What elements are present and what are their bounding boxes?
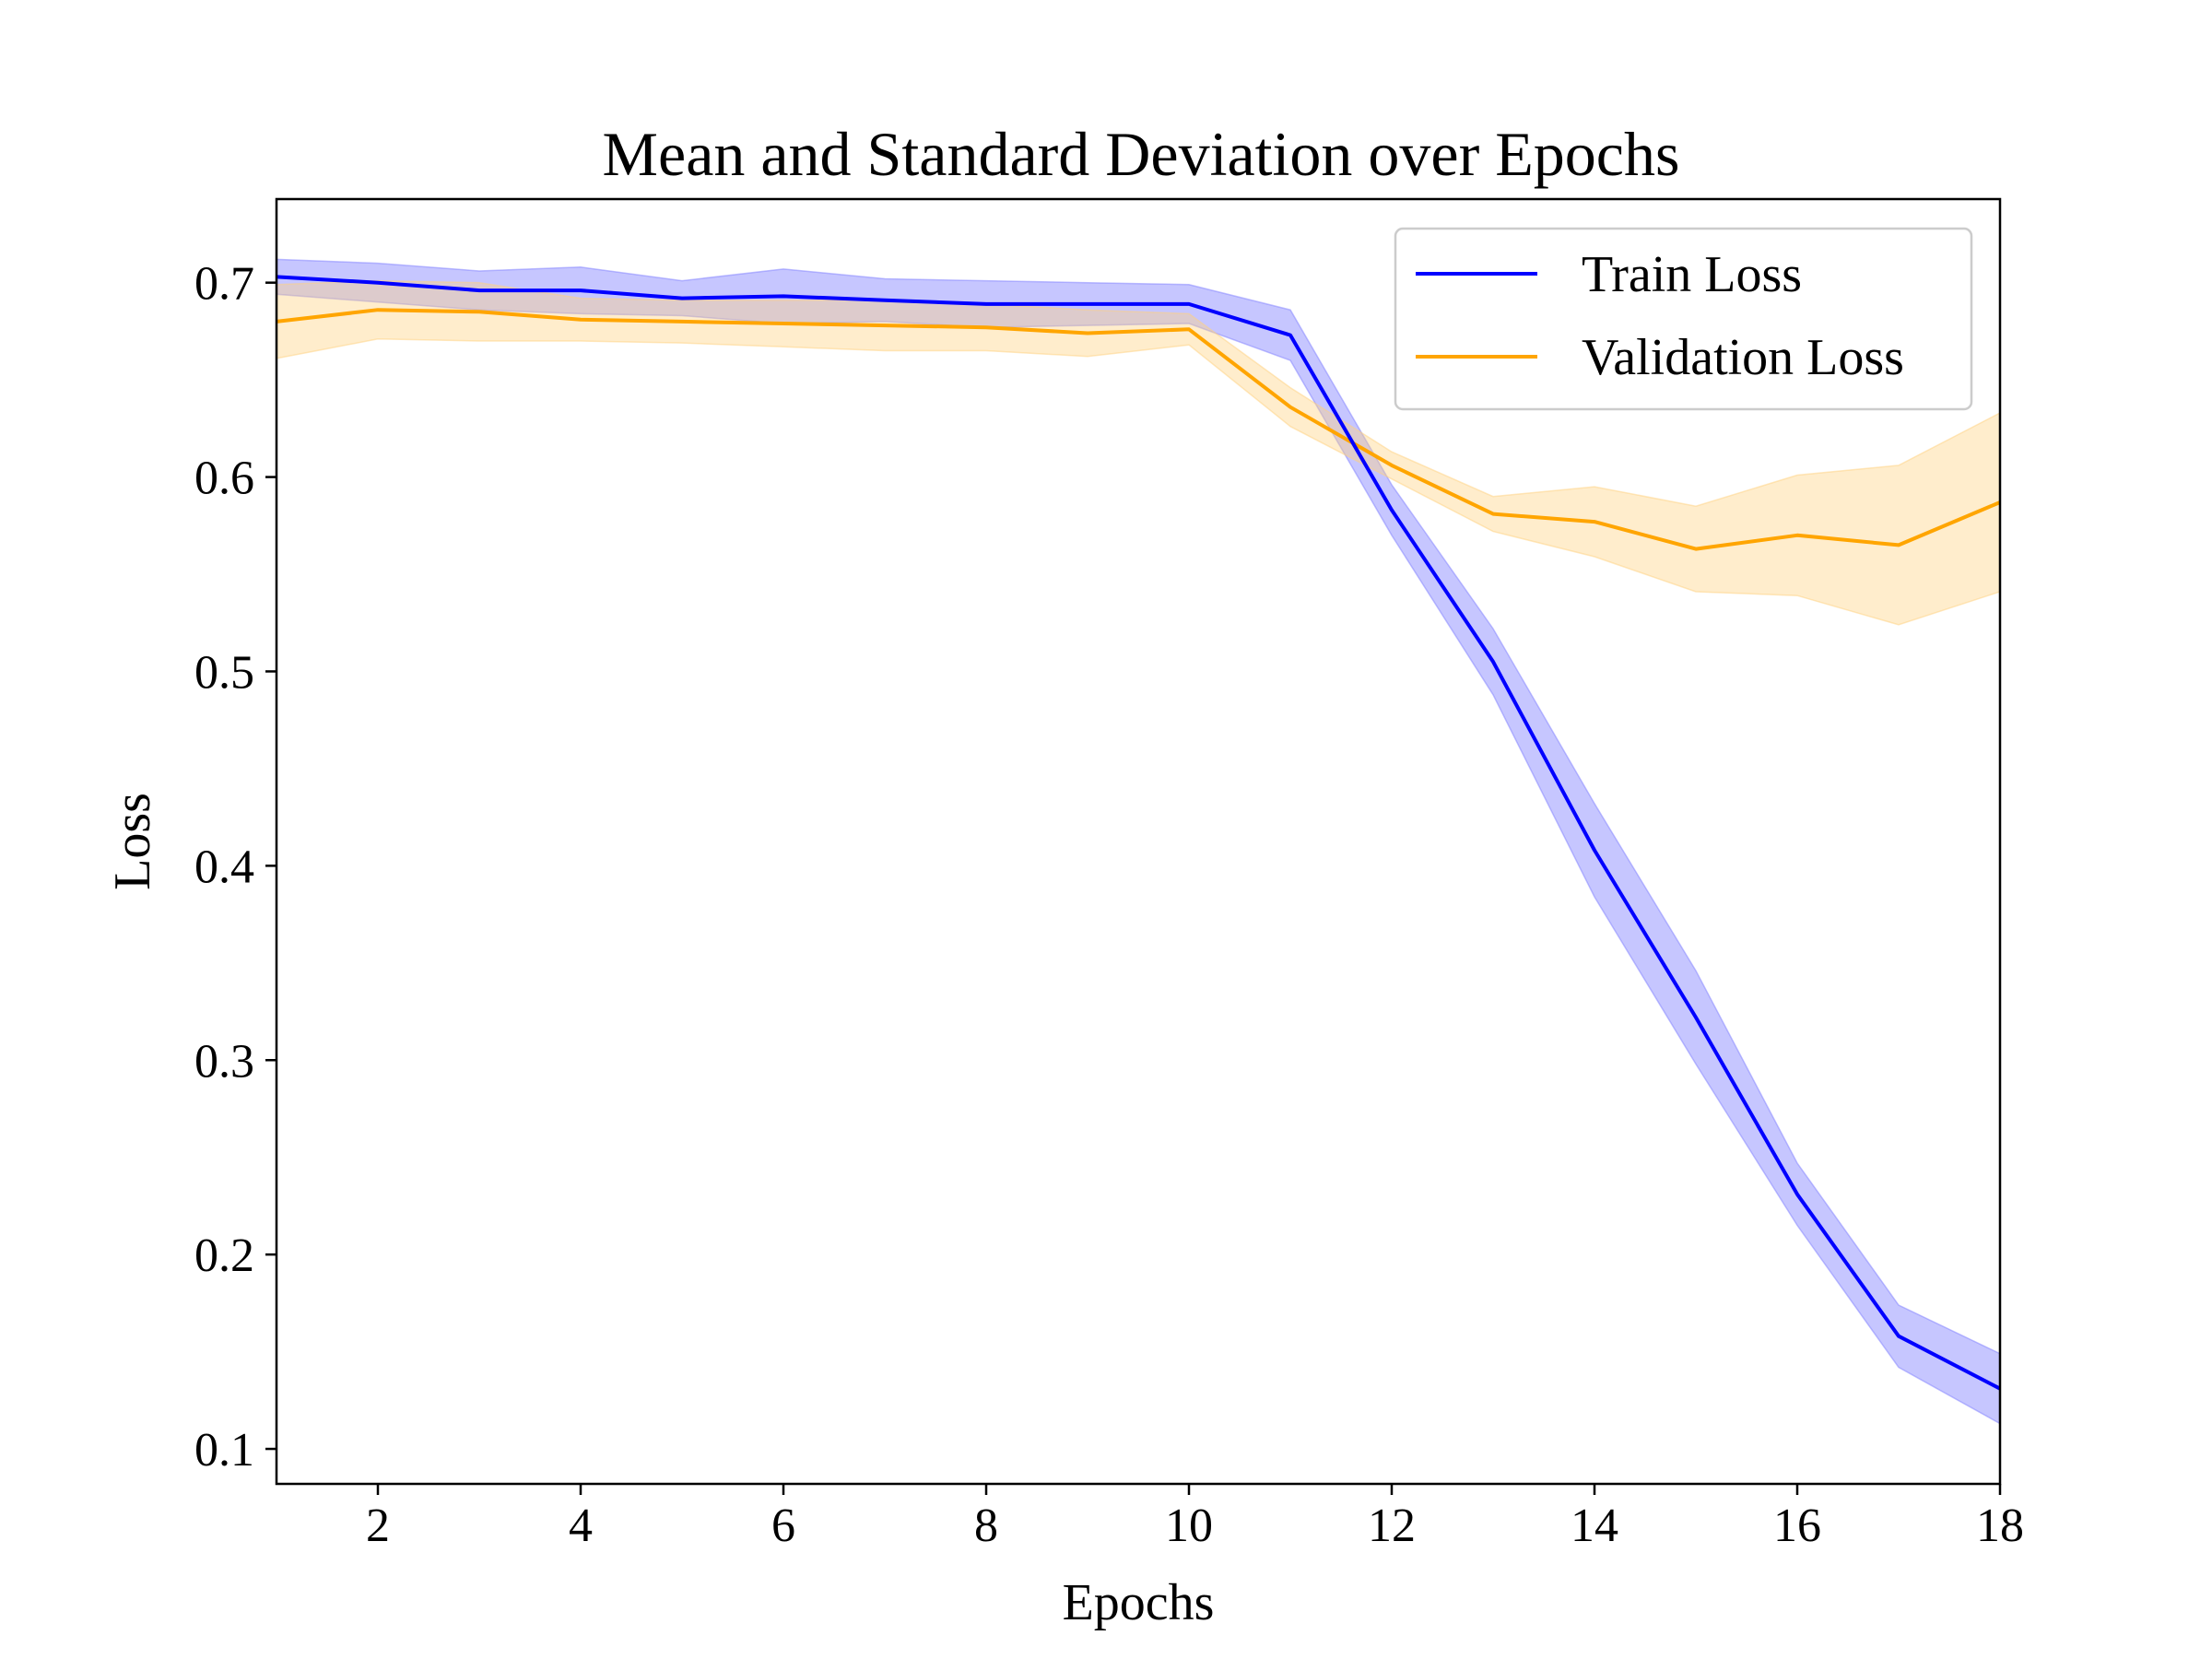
series-line-train-loss (276, 275, 2001, 1391)
x-axis-label: Epochs (1063, 1574, 1215, 1631)
y-tick-label: 0.2 (194, 1230, 254, 1282)
x-tick-label: 4 (569, 1500, 593, 1552)
chart-title: Mean and Standard Deviation over Epochs (603, 119, 1680, 189)
y-axis-label: Loss (104, 793, 161, 890)
x-tick-label: 8 (974, 1500, 998, 1552)
x-tick-label: 12 (1368, 1500, 1416, 1552)
x-tick-label: 10 (1165, 1500, 1213, 1552)
legend-label-train-loss: Train Loss (1582, 246, 1802, 303)
x-tick-label: 18 (1976, 1500, 2024, 1552)
y-tick-label: 0.1 (194, 1424, 254, 1477)
series-line-validation-loss (276, 308, 2001, 551)
y-tick-label: 0.5 (194, 646, 254, 699)
y-tick-label: 0.6 (194, 453, 254, 505)
y-axis: 0.1 0.2 0.3 0.4 0.5 0.6 0.7 (194, 258, 276, 1477)
y-tick-label: 0.4 (194, 841, 254, 893)
legend-label-validation-loss: Validation Loss (1582, 329, 1904, 386)
y-tick-label: 0.7 (194, 258, 254, 311)
x-tick-label: 16 (1773, 1500, 1821, 1552)
plot-area (275, 197, 2002, 1486)
x-tick-label: 2 (366, 1500, 390, 1552)
series-lines (276, 275, 2001, 1391)
plot-background (276, 199, 2000, 1484)
legend-box (1394, 227, 1973, 411)
x-tick-label: 14 (1571, 1500, 1618, 1552)
plot-frame (275, 197, 2002, 1486)
y-tick-label: 0.3 (194, 1035, 254, 1088)
legend: Train Loss Validation Loss (1394, 227, 1973, 411)
x-tick-label: 6 (771, 1500, 795, 1552)
x-axis: 2 4 6 8 10 12 14 16 18 (366, 1484, 2024, 1552)
